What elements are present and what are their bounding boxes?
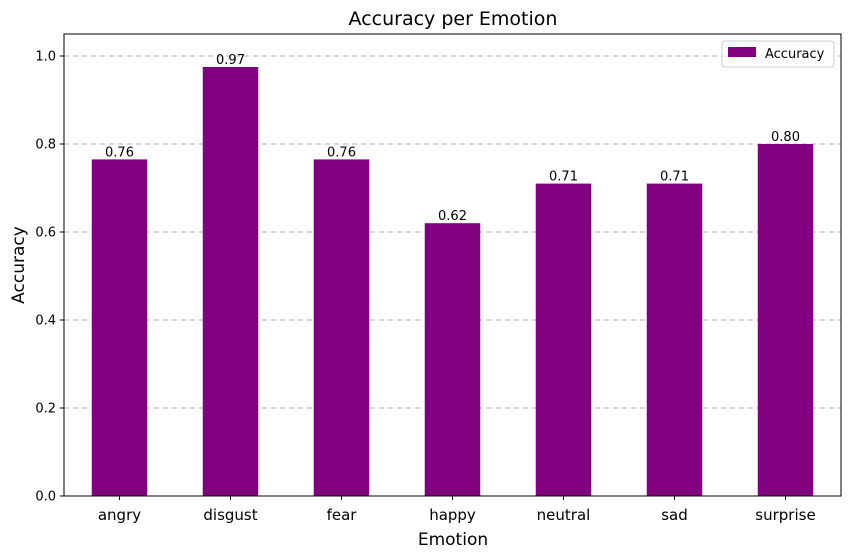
y-axis-label: Accuracy (9, 226, 29, 304)
y-tick-label: 0.4 (35, 314, 56, 329)
x-tick-label-sad: sad (661, 506, 688, 524)
x-tick-label-happy: happy (429, 506, 476, 524)
legend-label: Accuracy (765, 47, 825, 62)
x-tick-label-disgust: disgust (203, 506, 257, 524)
y-tick-label: 0.8 (35, 138, 56, 153)
bar-happy (424, 223, 481, 496)
x-tick-label-surprise: surprise (755, 506, 815, 524)
data-label-happy: 0.62 (438, 209, 467, 224)
chart-title: Accuracy per Emotion (349, 8, 558, 30)
data-labels: 0.76 0.97 0.76 0.62 0.71 0.71 0.80 (105, 53, 800, 224)
bar-sad (646, 183, 703, 496)
legend-swatch (728, 47, 756, 57)
y-axis-ticks: 0.0 0.2 0.4 0.6 0.8 1.0 (35, 50, 64, 505)
data-label-angry: 0.76 (105, 145, 134, 160)
y-tick-label: 0.0 (35, 490, 56, 505)
legend: Accuracy (721, 40, 835, 68)
x-tick-label-fear: fear (327, 506, 358, 524)
data-label-disgust: 0.97 (216, 53, 245, 68)
x-tick-label-angry: angry (98, 506, 141, 524)
bars (91, 67, 814, 496)
data-label-sad: 0.71 (660, 170, 689, 185)
data-label-surprise: 0.80 (771, 130, 800, 145)
bar-neutral (535, 183, 592, 496)
data-label-neutral: 0.71 (549, 170, 578, 185)
y-tick-label: 1.0 (35, 50, 56, 65)
bar-angry (91, 159, 148, 496)
bar-fear (313, 159, 370, 496)
data-label-fear: 0.76 (327, 145, 356, 160)
x-tick-label-neutral: neutral (537, 506, 591, 524)
x-axis-ticks: angry disgust fear happy neutral sad surprise (98, 496, 816, 524)
x-axis-label: Emotion (418, 530, 488, 550)
y-tick-label: 0.6 (35, 226, 56, 241)
bar-surprise (757, 144, 814, 496)
y-tick-label: 0.2 (35, 402, 56, 417)
bar-disgust (202, 67, 259, 496)
